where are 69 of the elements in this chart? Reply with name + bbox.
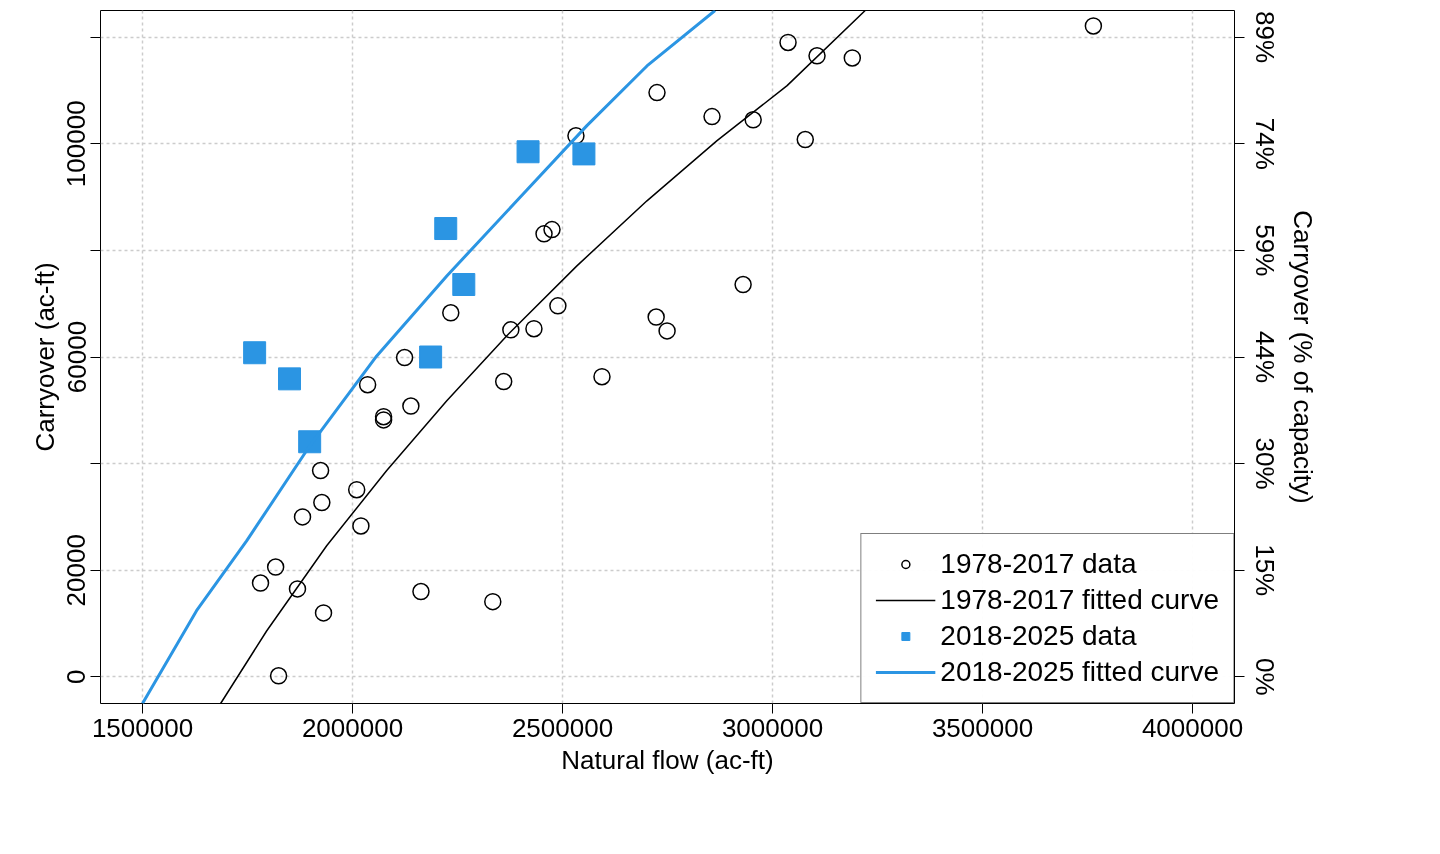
x-tick-label: 2000000	[301, 712, 404, 743]
y2-tick-label: 44%	[1249, 330, 1280, 384]
point	[419, 345, 443, 369]
point	[452, 273, 476, 296]
point	[412, 582, 430, 601]
point	[374, 411, 393, 429]
y-tick-label: 0	[61, 669, 92, 685]
legend-label: 1978-2017 fitted curve	[940, 584, 1219, 616]
y2-tick-label: 89%	[1249, 11, 1280, 64]
legend-label: 2018-2025 fitted curve	[940, 656, 1219, 688]
point	[502, 321, 520, 339]
point	[658, 322, 676, 340]
point	[484, 592, 502, 611]
point	[808, 47, 826, 65]
point	[734, 275, 752, 294]
point	[703, 107, 721, 126]
point	[779, 33, 797, 52]
point	[549, 297, 567, 315]
point	[796, 130, 815, 149]
point	[278, 367, 301, 391]
y2-tick-label: 15%	[1249, 544, 1280, 597]
x-tick-label: 4000000	[1141, 712, 1244, 743]
point	[567, 127, 585, 145]
legend-label: 1978-2017 data	[940, 548, 1137, 580]
point	[402, 397, 420, 415]
point	[311, 461, 330, 480]
point	[243, 341, 267, 365]
x-tick-label: 1500000	[91, 712, 194, 743]
y2-axis-title: Carryover (% of capacity)	[1287, 210, 1318, 504]
point	[269, 667, 288, 685]
point	[434, 217, 458, 241]
point	[494, 372, 513, 391]
point	[442, 304, 460, 322]
point	[395, 348, 414, 367]
y-tick-label: 100000	[61, 100, 92, 188]
point	[358, 375, 377, 394]
point	[374, 407, 393, 426]
point	[314, 604, 333, 622]
point	[744, 111, 762, 129]
point	[525, 320, 543, 338]
point	[313, 493, 331, 512]
y2-tick-label: 59%	[1249, 224, 1280, 277]
point	[293, 508, 312, 526]
x-tick-label: 3000000	[721, 712, 824, 743]
point	[1084, 17, 1103, 35]
line-series	[141, 10, 717, 704]
y2-tick-label: 74%	[1249, 117, 1280, 170]
x-axis-title: Natural flow (ac-ft)	[561, 744, 774, 775]
point	[543, 220, 561, 239]
legend-label: 2018-2025 data	[940, 620, 1137, 652]
point	[593, 367, 611, 386]
y2-tick-label: 30%	[1249, 437, 1280, 490]
x-tick-label: 3500000	[931, 712, 1034, 743]
y2-tick-label: 0%	[1249, 658, 1280, 696]
y-tick-label: 20000	[61, 534, 92, 607]
point	[535, 225, 553, 243]
x-tick-label: 2500000	[511, 712, 614, 743]
point	[288, 580, 307, 598]
point	[347, 481, 366, 499]
y-tick-label: 60000	[61, 320, 92, 394]
point	[352, 517, 370, 535]
point	[647, 308, 665, 326]
point	[572, 142, 596, 166]
point	[266, 558, 285, 576]
point	[843, 49, 862, 67]
y-axis-title: Carryover (ac-ft)	[29, 262, 60, 452]
point	[516, 140, 540, 164]
point	[251, 574, 270, 592]
point	[648, 83, 666, 102]
